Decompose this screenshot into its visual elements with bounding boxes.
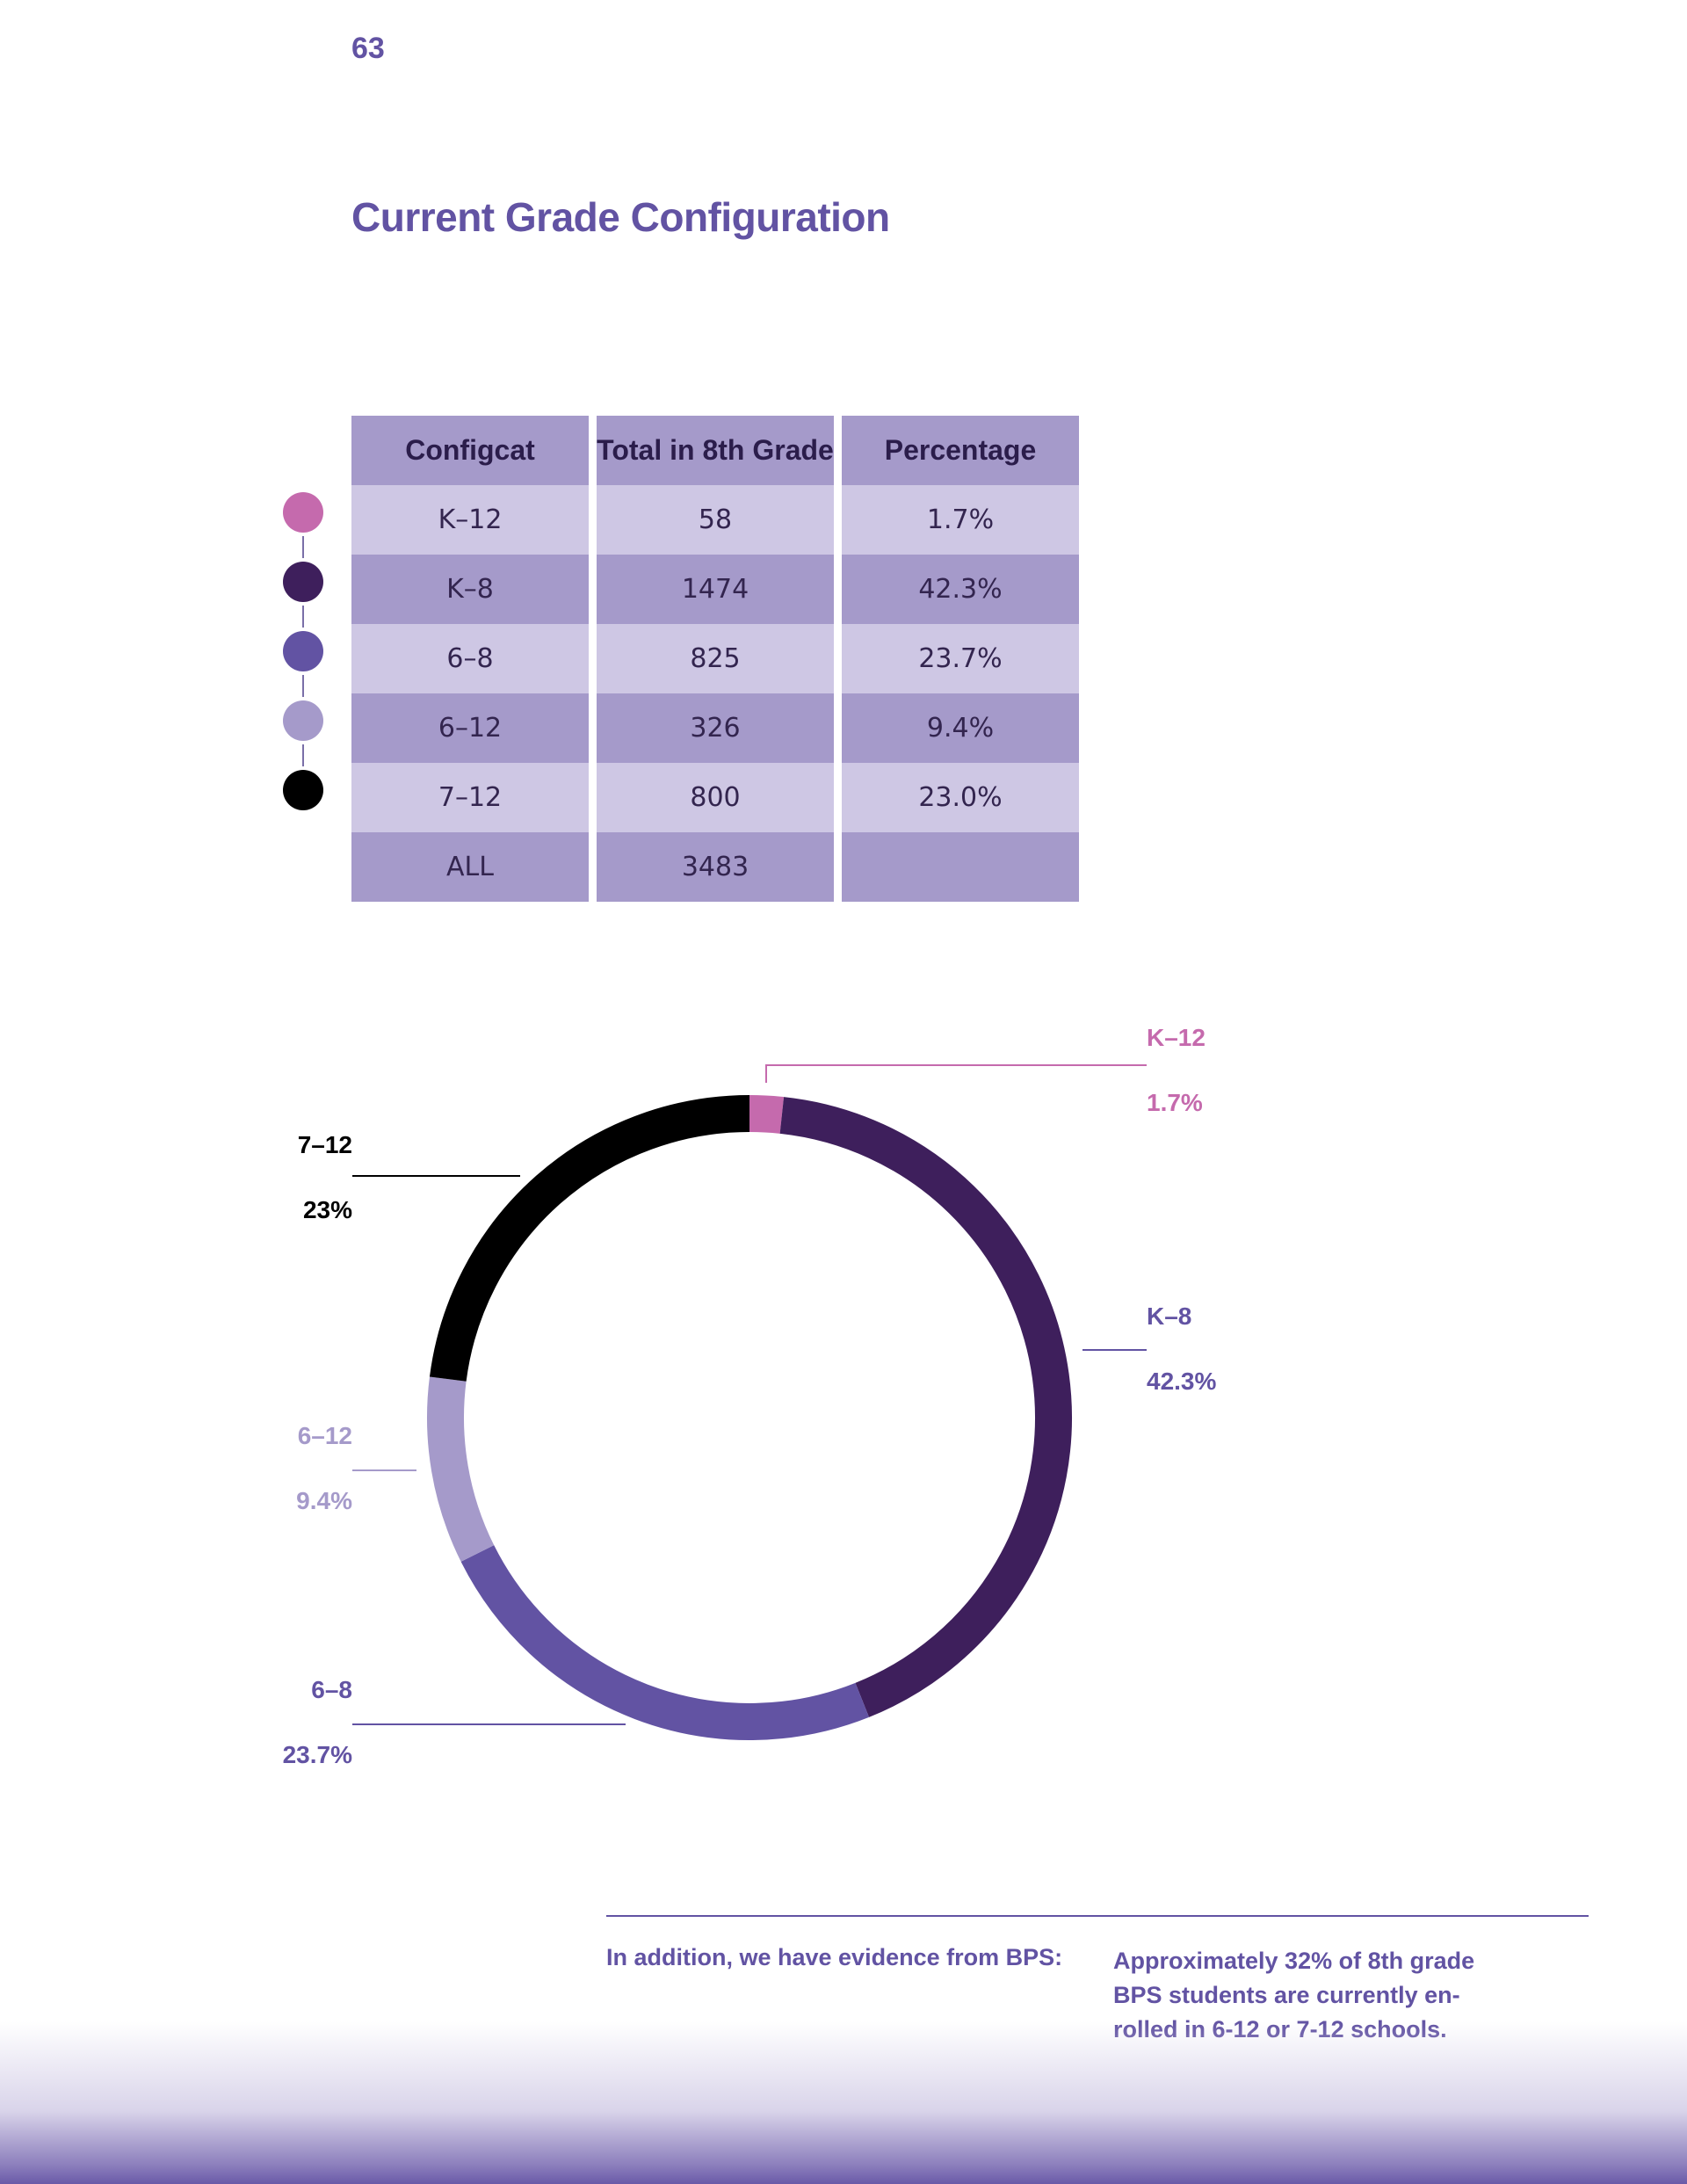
- donut-label-2: 6–8 23.7%: [177, 1676, 352, 1769]
- donut-slice-3: [427, 1376, 495, 1562]
- page-number: 63: [351, 32, 385, 65]
- header-total: Total in 8th Grade: [597, 416, 834, 485]
- leader-line-0: [765, 1064, 1147, 1083]
- cell-config: K–8: [351, 555, 589, 624]
- table-row: K–12 58 1.7%: [351, 485, 1079, 555]
- legend-dot-k8: [283, 562, 323, 602]
- header-configcat: Configcat: [351, 416, 589, 485]
- header-percentage: Percentage: [842, 416, 1079, 485]
- table-row: 7–12 800 23.0%: [351, 763, 1079, 832]
- cell-percentage: 23.0%: [842, 763, 1079, 832]
- donut-slice-4: [429, 1095, 750, 1382]
- cell-config: 6–12: [351, 693, 589, 763]
- legend-dots: [283, 492, 323, 826]
- donut-label-name: K–12: [1147, 1024, 1206, 1051]
- cell-config: 6–8: [351, 624, 589, 693]
- footer-note-line: BPS students are currently en-: [1113, 1982, 1460, 2008]
- donut-label-name: 7–12: [297, 1131, 352, 1158]
- cell-percentage: [842, 832, 1079, 902]
- cell-percentage: 1.7%: [842, 485, 1079, 555]
- donut-label-name: K–8: [1147, 1302, 1192, 1330]
- table-row: 6–8 825 23.7%: [351, 624, 1079, 693]
- donut-slices: [427, 1095, 1072, 1740]
- donut-slice-2: [460, 1545, 870, 1740]
- footer-note-line: Approximately 32% of 8th grade: [1113, 1948, 1475, 1974]
- cell-total: 825: [597, 624, 834, 693]
- cell-percentage: 42.3%: [842, 555, 1079, 624]
- legend-dot-k12: [283, 492, 323, 533]
- donut-label-value: 9.4%: [296, 1487, 352, 1514]
- cell-config: K–12: [351, 485, 589, 555]
- donut-label-1: K–8 42.3%: [1147, 1302, 1216, 1396]
- legend-dot-6-12: [283, 700, 323, 741]
- footer-gradient-band: [0, 2021, 1687, 2184]
- table-row-total: ALL 3483: [351, 832, 1079, 902]
- table-row: 6–12 326 9.4%: [351, 693, 1079, 763]
- page-title: Current Grade Configuration: [351, 194, 890, 240]
- donut-label-0: K–12 1.7%: [1147, 1024, 1206, 1117]
- footer-lead-text: In addition, we have evidence from BPS:: [606, 1944, 1063, 1970]
- donut-label-value: 23.7%: [282, 1741, 352, 1768]
- donut-label-3: 6–12 9.4%: [177, 1422, 352, 1515]
- legend-dot-6-8: [283, 631, 323, 671]
- cell-total: 58: [597, 485, 834, 555]
- cell-total: 800: [597, 763, 834, 832]
- donut-label-4: 7–12 23%: [177, 1131, 352, 1224]
- donut-label-name: 6–8: [311, 1676, 352, 1703]
- cell-total: 3483: [597, 832, 834, 902]
- donut-label-value: 1.7%: [1147, 1089, 1203, 1116]
- cell-config: 7–12: [351, 763, 589, 832]
- cell-total: 326: [597, 693, 834, 763]
- cell-total: 1474: [597, 555, 834, 624]
- donut-slice-0: [749, 1095, 785, 1134]
- cell-config: ALL: [351, 832, 589, 902]
- donut-slice-1: [779, 1097, 1072, 1717]
- table-header-row: Configcat Total in 8th Grade Percentage: [351, 416, 1079, 485]
- donut-label-name: 6–12: [297, 1422, 352, 1449]
- cell-percentage: 23.7%: [842, 624, 1079, 693]
- donut-label-value: 23%: [302, 1196, 352, 1223]
- footer-divider: [606, 1915, 1589, 1917]
- legend-dot-7-12: [283, 770, 323, 810]
- cell-percentage: 9.4%: [842, 693, 1079, 763]
- donut-label-value: 42.3%: [1147, 1368, 1217, 1395]
- grade-configuration-table: Configcat Total in 8th Grade Percentage …: [344, 416, 1087, 902]
- donut-leader-lines: [352, 1064, 1147, 1725]
- table-row: K–8 1474 42.3%: [351, 555, 1079, 624]
